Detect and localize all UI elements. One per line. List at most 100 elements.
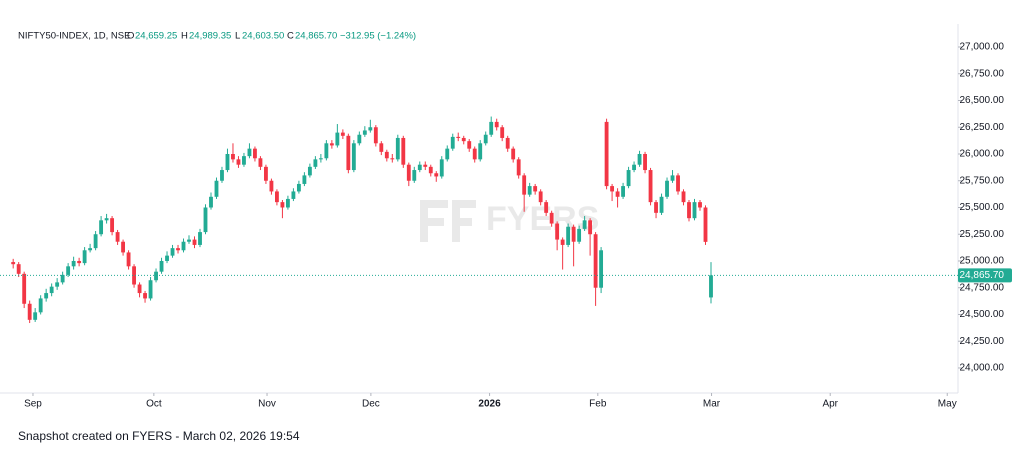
candle-body <box>280 202 285 208</box>
candle-body <box>258 158 263 167</box>
candle-body <box>11 262 16 265</box>
x-tick-label: Sep <box>24 399 42 410</box>
candle-body <box>296 183 301 192</box>
candle-body <box>615 191 620 197</box>
candle-body <box>351 143 356 171</box>
candle-body <box>621 186 625 197</box>
candle-body <box>643 153 647 171</box>
candle-body <box>242 156 246 165</box>
high-label: H <box>181 31 188 42</box>
candle-body <box>368 127 373 131</box>
high-value: 24,989.35 <box>189 31 231 42</box>
candle-body <box>379 143 384 152</box>
candle-body <box>16 264 21 274</box>
candle-body <box>88 248 93 251</box>
candle-body <box>439 159 444 177</box>
candle-body <box>549 212 554 224</box>
candle-body <box>170 248 175 256</box>
candle-body <box>236 159 241 165</box>
last-price-box <box>958 268 1012 283</box>
candle-body <box>538 191 543 203</box>
y-tick-label: 25,750.00 <box>960 175 1005 186</box>
y-tick-label: 25,000.00 <box>960 256 1005 267</box>
candle-body <box>192 239 197 245</box>
candle-body <box>593 234 598 288</box>
candle-body <box>335 132 340 146</box>
candle-body <box>648 170 653 203</box>
candle-body <box>445 148 450 160</box>
candle-body <box>632 164 636 171</box>
candle-body <box>654 202 658 213</box>
candle-body <box>275 191 279 203</box>
y-tick-label: 26,750.00 <box>960 68 1005 79</box>
candle-body <box>214 180 219 197</box>
candle-body <box>115 232 120 242</box>
candle-body <box>44 293 49 299</box>
candle-body <box>434 173 439 177</box>
candle-body <box>71 260 76 267</box>
candle-body <box>220 170 224 181</box>
candle-body <box>357 134 362 144</box>
candle-body <box>104 218 109 221</box>
candle-body <box>154 271 158 281</box>
candle-body <box>148 280 153 299</box>
candle-body <box>676 175 680 192</box>
candle-body <box>93 234 98 249</box>
x-tick-label: Oct <box>146 399 162 410</box>
candle-body <box>577 228 582 242</box>
y-tick-label: 26,250.00 <box>960 122 1005 133</box>
candle-body <box>132 266 136 285</box>
candle-body <box>203 207 208 233</box>
footer: Snapshot created on FYERS - March 02, 20… <box>18 429 300 443</box>
candle-body <box>505 137 510 149</box>
candle-body <box>494 121 499 128</box>
candle-body <box>253 148 257 159</box>
candle-body <box>22 273 27 304</box>
candle-body <box>209 196 213 208</box>
last-price-label: 24,865.70 <box>960 270 1005 281</box>
candle-body <box>500 127 505 138</box>
candle-body <box>165 255 169 261</box>
candle-body <box>428 166 433 174</box>
candle-body <box>99 220 104 235</box>
candle-body <box>159 260 164 272</box>
candle-body <box>137 284 142 294</box>
candle-body <box>285 198 290 208</box>
candle-body <box>560 239 565 245</box>
candle-body <box>187 239 191 242</box>
candle-body <box>566 226 571 245</box>
candle-body <box>60 274 65 283</box>
candle-body <box>709 275 713 298</box>
candle-body <box>533 186 538 192</box>
candle-body <box>362 130 367 135</box>
candle-body <box>637 153 642 165</box>
y-tick-label: 24,500.00 <box>960 309 1005 320</box>
candle-body <box>302 175 307 184</box>
candle-body <box>126 252 131 267</box>
y-tick-label: 24,000.00 <box>960 363 1005 374</box>
close-label: C <box>287 31 294 42</box>
close-value: 24,865.70 <box>295 31 337 42</box>
candle-body <box>82 250 87 264</box>
candle-body <box>610 186 615 192</box>
candle-body <box>390 158 395 160</box>
candle-body <box>555 223 560 240</box>
candle-body <box>588 220 593 235</box>
x-tick-label: Apr <box>822 399 838 410</box>
candle-body <box>121 241 125 253</box>
candle-body <box>626 170 631 187</box>
open-value: 24,659.25 <box>135 31 177 42</box>
candle-body <box>659 196 664 213</box>
candle-body <box>247 148 252 157</box>
symbol: NIFTY50-INDEX, 1D, NSE <box>18 31 130 42</box>
candle-body <box>340 132 345 136</box>
y-tick-label: 26,000.00 <box>960 149 1005 160</box>
candle-body <box>55 282 60 287</box>
low-value: 24,603.50 <box>242 31 284 42</box>
candle-body <box>27 303 32 320</box>
open-label: O <box>127 31 134 42</box>
y-tick-label: 27,000.00 <box>960 42 1005 53</box>
change: −312.95 (−1.24%) <box>340 31 416 42</box>
y-tick-label: 25,250.00 <box>960 229 1005 240</box>
x-tick-label: 2026 <box>478 399 501 410</box>
